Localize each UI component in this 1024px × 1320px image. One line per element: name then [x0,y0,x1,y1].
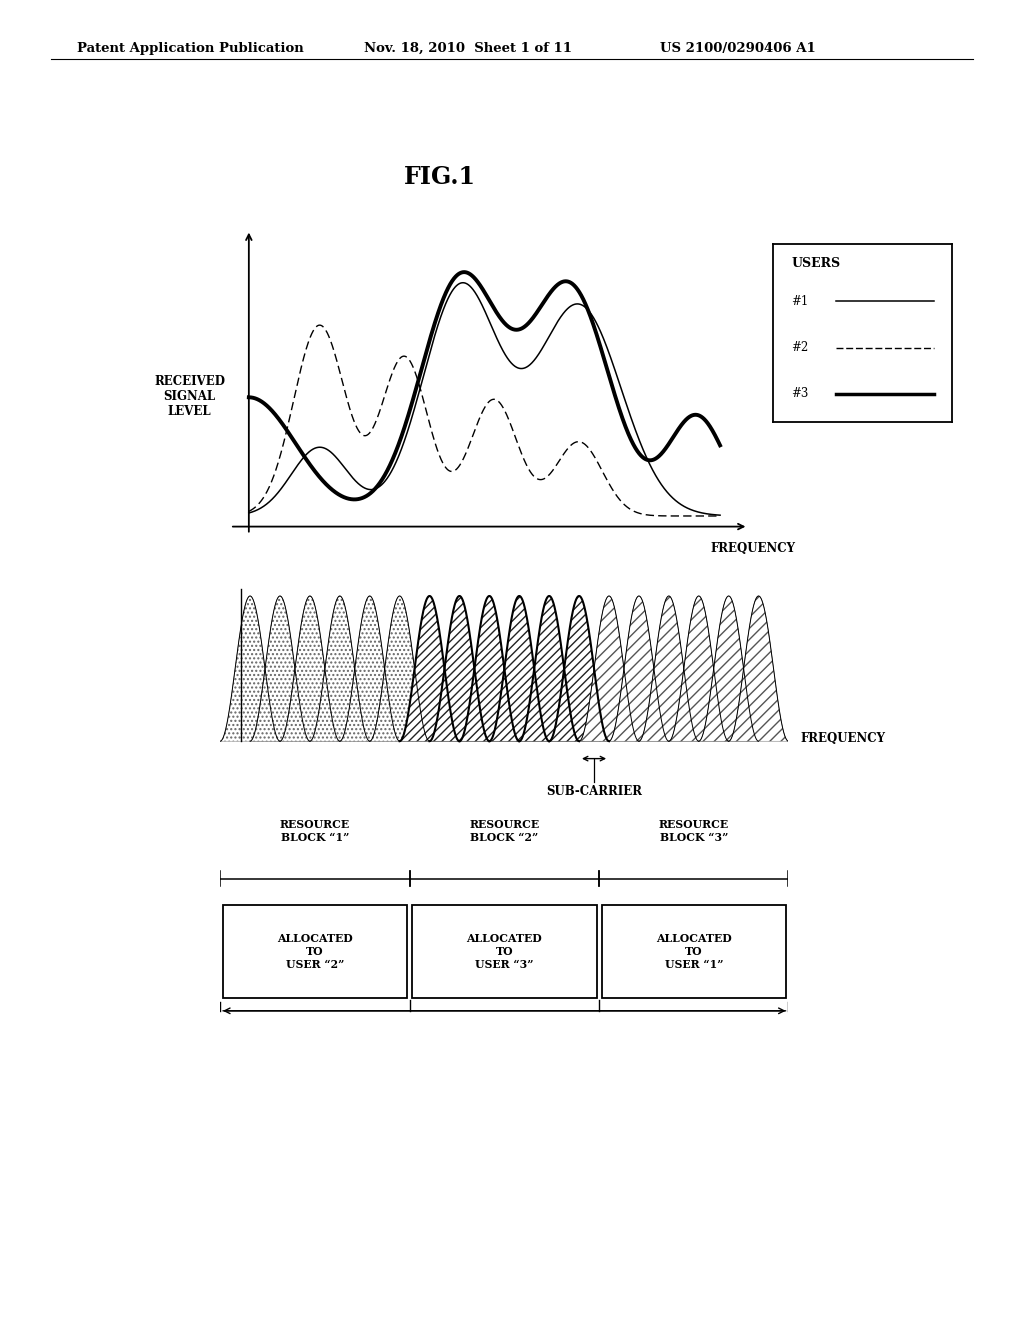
Text: #3: #3 [791,387,808,400]
Text: USERS: USERS [791,256,840,269]
Text: US 2100/0290406 A1: US 2100/0290406 A1 [660,42,816,55]
Text: RESOURCE
BLOCK “2”: RESOURCE BLOCK “2” [469,820,540,843]
Text: RESOURCE
BLOCK “3”: RESOURCE BLOCK “3” [658,820,729,843]
Text: SUB-CARRIER: SUB-CARRIER [546,784,642,797]
Text: FREQUENCY: FREQUENCY [711,543,796,556]
Text: #1: #1 [791,294,808,308]
Text: ALLOCATED
TO
USER “1”: ALLOCATED TO USER “1” [656,933,731,970]
Bar [222,904,408,998]
Bar [601,904,786,998]
Text: ALLOCATED
TO
USER “2”: ALLOCATED TO USER “2” [278,933,352,970]
Text: Nov. 18, 2010  Sheet 1 of 11: Nov. 18, 2010 Sheet 1 of 11 [364,42,571,55]
Text: RECEIVED
SIGNAL
LEVEL: RECEIVED SIGNAL LEVEL [155,375,225,418]
Text: #2: #2 [791,341,808,354]
Text: FIG.1: FIG.1 [404,165,476,189]
Text: RESOURCE
BLOCK “1”: RESOURCE BLOCK “1” [280,820,350,843]
Text: ALLOCATED
TO
USER “3”: ALLOCATED TO USER “3” [467,933,542,970]
Text: FREQUENCY: FREQUENCY [801,731,886,744]
Bar [412,904,597,998]
Text: Patent Application Publication: Patent Application Publication [77,42,303,55]
